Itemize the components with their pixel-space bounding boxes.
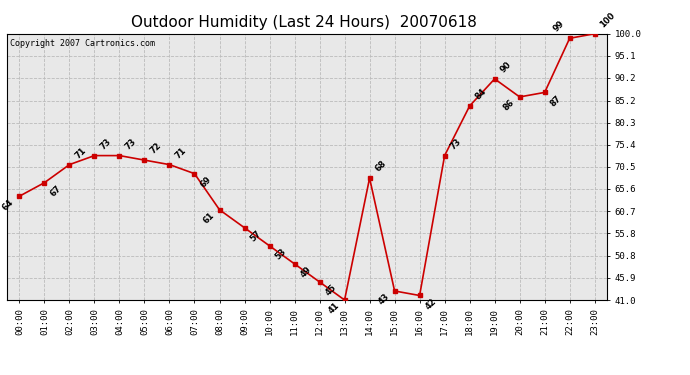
- Text: 53: 53: [273, 247, 288, 262]
- Text: 73: 73: [448, 136, 463, 151]
- Text: 57: 57: [248, 229, 263, 244]
- Text: Outdoor Humidity (Last 24 Hours)  20070618: Outdoor Humidity (Last 24 Hours) 2007061…: [130, 15, 477, 30]
- Text: 43: 43: [376, 292, 391, 307]
- Text: 71: 71: [173, 146, 188, 160]
- Text: 45: 45: [324, 283, 338, 298]
- Text: 84: 84: [473, 87, 488, 102]
- Text: 87: 87: [549, 94, 563, 108]
- Text: 42: 42: [424, 297, 438, 311]
- Text: 71: 71: [73, 146, 88, 160]
- Text: 61: 61: [201, 211, 216, 225]
- Text: Copyright 2007 Cartronics.com: Copyright 2007 Cartronics.com: [10, 39, 155, 48]
- Text: 67: 67: [48, 184, 63, 198]
- Text: 72: 72: [148, 141, 163, 156]
- Text: 64: 64: [1, 197, 16, 212]
- Text: 99: 99: [551, 19, 566, 34]
- Text: 73: 73: [124, 136, 138, 151]
- Text: 73: 73: [98, 136, 112, 151]
- Text: 86: 86: [502, 98, 516, 113]
- Text: 69: 69: [198, 175, 213, 189]
- Text: 68: 68: [373, 159, 388, 174]
- Text: 100: 100: [598, 10, 617, 29]
- Text: 90: 90: [498, 60, 513, 74]
- Text: 41: 41: [326, 301, 341, 316]
- Text: 49: 49: [298, 265, 313, 280]
